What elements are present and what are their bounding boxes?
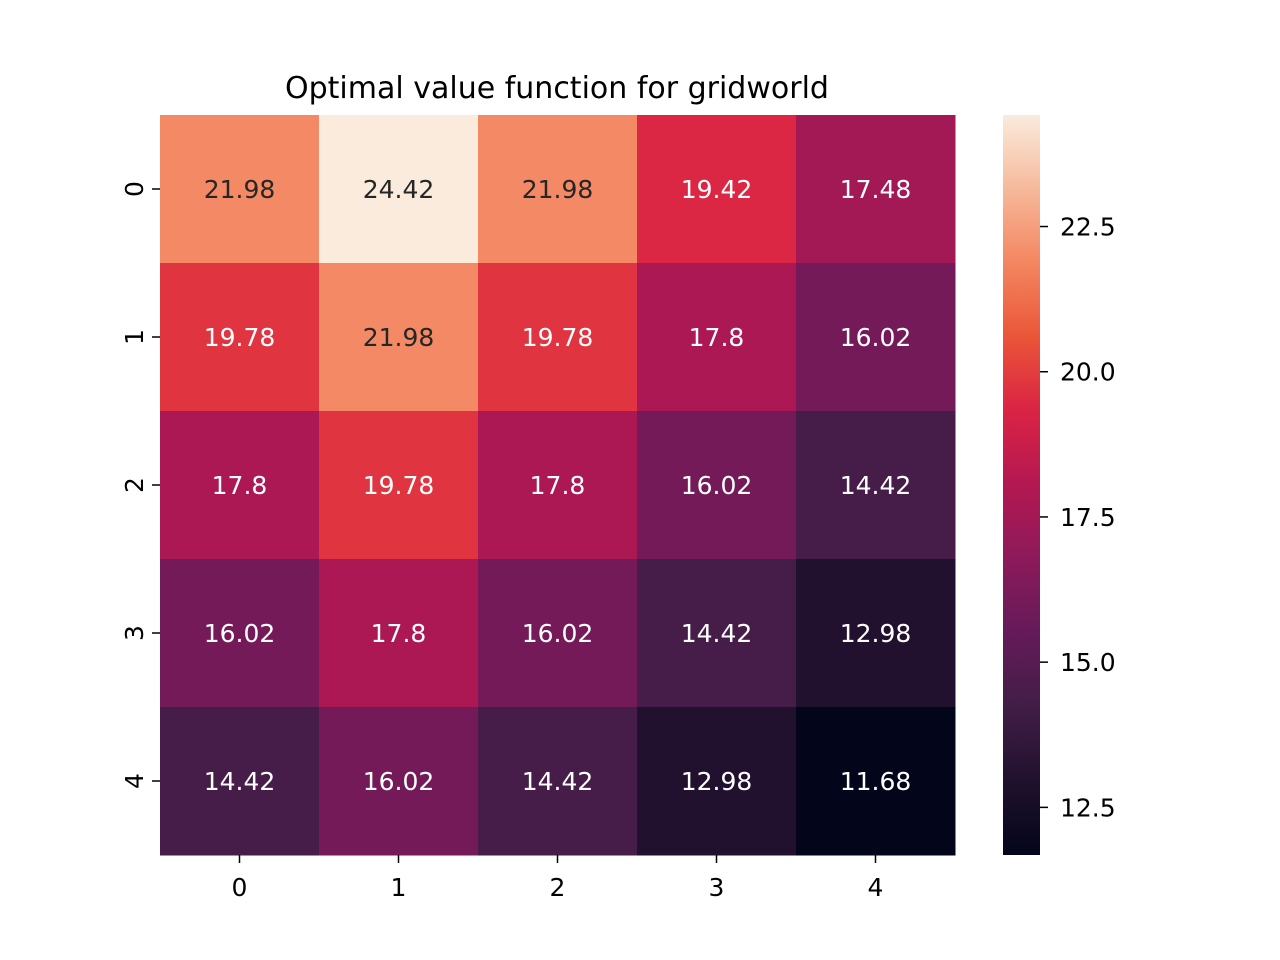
cell-value-label: 19.78 xyxy=(522,323,594,352)
heatmap-cell-3-0 xyxy=(160,559,320,708)
colorbar-tick-label: 22.5 xyxy=(1060,213,1116,242)
cell-value-label: 21.98 xyxy=(204,175,276,204)
heatmap-cell-3-2 xyxy=(478,559,638,708)
cell-value-label: 21.98 xyxy=(363,323,435,352)
heatmap-cell-1-2 xyxy=(478,263,638,412)
heatmap-annotations: 21.98 24.42 21.98 19.42 17.48 19.78 21.98 19.78… xyxy=(204,175,912,796)
y-tick-label: 2 xyxy=(120,477,149,493)
heatmap-cell-1-4 xyxy=(796,263,956,412)
heatmap-cell-3-1 xyxy=(319,559,479,708)
cell-value-label: 17.8 xyxy=(530,471,586,500)
cell-value-label: 17.8 xyxy=(689,323,745,352)
colorbar-axis: 12.5 15.0 17.5 20.0 22.5 xyxy=(1040,213,1116,822)
colorbar-tick-label: 20.0 xyxy=(1060,358,1116,387)
x-tick-label: 0 xyxy=(232,873,248,902)
cell-value-label: 16.02 xyxy=(363,767,435,796)
y-tick-label: 1 xyxy=(120,329,149,345)
heatmap-cell-4-4 xyxy=(796,707,956,856)
x-tick-label: 1 xyxy=(391,873,407,902)
cell-value-label: 17.48 xyxy=(840,175,912,204)
cell-value-label: 16.02 xyxy=(522,619,594,648)
heatmap-cell-1-0 xyxy=(160,263,320,412)
heatmap-cell-0-0 xyxy=(160,115,320,264)
cell-value-label: 17.8 xyxy=(371,619,427,648)
heatmap-cell-0-2 xyxy=(478,115,638,264)
colorbar-tick-label: 12.5 xyxy=(1060,793,1116,822)
heatmap-cell-2-4 xyxy=(796,411,956,560)
y-tick-label: 3 xyxy=(120,625,149,641)
cell-value-label: 16.02 xyxy=(840,323,912,352)
heatmap-cell-0-3 xyxy=(637,115,797,264)
x-tick-label: 4 xyxy=(868,873,884,902)
colorbar xyxy=(1003,115,1040,855)
heatmap-cell-0-1 xyxy=(319,115,479,264)
x-tick-label: 3 xyxy=(709,873,725,902)
cell-value-label: 21.98 xyxy=(522,175,594,204)
cell-value-label: 17.8 xyxy=(212,471,268,500)
cell-value-label: 14.42 xyxy=(840,471,912,500)
heatmap-cell-4-2 xyxy=(478,707,638,856)
cell-value-label: 24.42 xyxy=(363,175,435,204)
cell-value-label: 19.78 xyxy=(363,471,435,500)
heatmap-cell-4-0 xyxy=(160,707,320,856)
cell-value-label: 19.78 xyxy=(204,323,276,352)
chart-title: Optimal value function for gridworld xyxy=(285,71,829,106)
colorbar-tick-label: 15.0 xyxy=(1060,648,1116,677)
y-tick-label: 4 xyxy=(120,773,149,789)
y-tick-label: 0 xyxy=(120,181,149,197)
cell-value-label: 19.42 xyxy=(681,175,753,204)
heatmap-cell-2-1 xyxy=(319,411,479,560)
heatmap-cell-2-0 xyxy=(160,411,320,560)
heatmap-cell-1-1 xyxy=(319,263,479,412)
cell-value-label: 14.42 xyxy=(522,767,594,796)
x-axis: 0 1 2 3 4 xyxy=(232,855,884,902)
heatmap-cell-1-3 xyxy=(637,263,797,412)
y-axis: 0 1 2 3 4 xyxy=(120,181,160,789)
heatmap-cell-2-2 xyxy=(478,411,638,560)
heatmap-cells xyxy=(160,115,956,856)
heatmap-cell-4-3 xyxy=(637,707,797,856)
cell-value-label: 16.02 xyxy=(681,471,753,500)
heatmap-cell-2-3 xyxy=(637,411,797,560)
heatmap-cell-3-3 xyxy=(637,559,797,708)
cell-value-label: 12.98 xyxy=(681,767,753,796)
cell-value-label: 11.68 xyxy=(840,767,912,796)
cell-value-label: 16.02 xyxy=(204,619,276,648)
x-tick-label: 2 xyxy=(550,873,566,902)
cell-value-label: 12.98 xyxy=(840,619,912,648)
cell-value-label: 14.42 xyxy=(204,767,276,796)
colorbar-tick-label: 17.5 xyxy=(1060,503,1116,532)
heatmap-cell-0-4 xyxy=(796,115,956,264)
heatmap-cell-3-4 xyxy=(796,559,956,708)
cell-value-label: 14.42 xyxy=(681,619,753,648)
heatmap-cell-4-1 xyxy=(319,707,479,856)
